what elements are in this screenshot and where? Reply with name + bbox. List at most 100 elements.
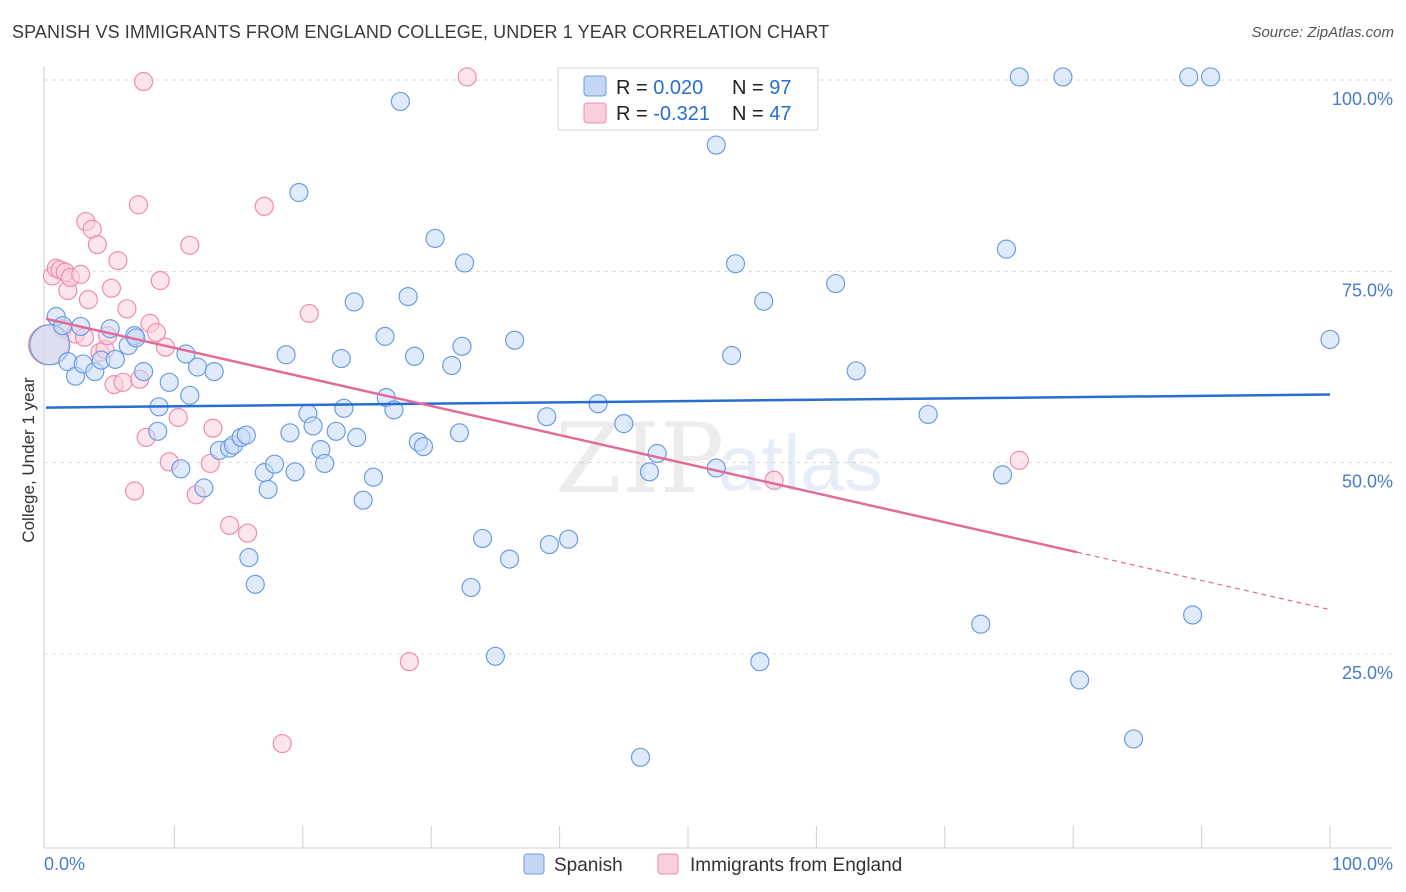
spanish-trend-line: [45, 393, 1331, 409]
england-point: [87, 234, 107, 255]
england-point: [71, 264, 91, 284]
spanish-point: [996, 239, 1017, 259]
england-point: [180, 235, 200, 255]
y-tick-labels: 25.0% 50.0% 75.0% 100.0%: [1332, 89, 1393, 683]
spanish-point: [537, 407, 557, 427]
spanish-point: [171, 459, 191, 479]
svg-text:N = 97: N = 97: [732, 77, 792, 99]
x-tick-label-max: 100.0%: [1332, 854, 1393, 874]
england-point: [78, 290, 98, 310]
spanish-point: [425, 228, 445, 249]
watermark-zip: ZIP: [555, 403, 724, 515]
england-point: [203, 418, 223, 438]
x-axis-ticks: [173, 826, 1331, 848]
spanish-point: [588, 394, 608, 414]
legend-n-label-spanish: N =: [732, 77, 769, 99]
england-point: [150, 270, 170, 291]
legend-n-label-england: N =: [732, 103, 769, 125]
spanish-point: [454, 253, 475, 273]
spanish-point: [285, 462, 305, 482]
spanish-point: [750, 652, 770, 672]
spanish-point: [353, 490, 373, 510]
england-point: [117, 299, 137, 319]
legend-box: R = 0.020 N = 97 R = -0.321 N = 47: [557, 67, 819, 131]
england-point: [108, 251, 128, 271]
spanish-point: [148, 421, 168, 441]
bottom-legend-england: Immigrants from England: [690, 855, 902, 876]
y-tick-label: 100.0%: [1332, 89, 1393, 109]
spanish-point: [725, 254, 746, 274]
spanish-point: [1179, 67, 1199, 87]
spanish-point: [363, 467, 384, 487]
legend-n-value-england: 47: [769, 103, 791, 125]
legend-r-label-spanish: R =: [616, 77, 653, 99]
spanish-point: [1053, 67, 1073, 87]
spanish-point: [826, 273, 846, 294]
x-tick-label-min: 0.0%: [44, 854, 85, 874]
spanish-point: [334, 398, 354, 418]
watermark-atlas: atlas: [718, 419, 883, 507]
spanish-point: [706, 135, 726, 155]
spanish-point: [992, 465, 1013, 485]
england-points: [27, 67, 1029, 754]
spanish-point: [384, 400, 404, 420]
england-trend-line-extension: [1076, 551, 1331, 611]
spanish-point: [971, 614, 991, 634]
england-point: [764, 470, 784, 490]
spanish-point: [1070, 670, 1090, 690]
spanish-point: [187, 357, 208, 377]
england-point: [220, 515, 240, 536]
spanish-point: [449, 423, 470, 443]
spanish-point: [180, 385, 200, 405]
svg-text:R = -0.321: R = -0.321: [616, 103, 710, 125]
spanish-point: [472, 528, 493, 549]
spanish-point: [846, 361, 866, 381]
spanish-point: [539, 534, 559, 555]
england-point: [1009, 450, 1029, 470]
spanish-point: [1123, 729, 1144, 749]
england-point: [254, 196, 274, 216]
spanish-point: [499, 549, 520, 569]
spanish-point: [331, 348, 351, 369]
spanish-point: [133, 361, 154, 382]
y-tick-label: 25.0%: [1342, 663, 1393, 683]
spanish-point: [461, 577, 481, 598]
legend-swatch-spanish: [583, 75, 607, 97]
spanish-point: [347, 427, 367, 448]
spanish-point: [442, 355, 462, 376]
spanish-point: [303, 416, 323, 436]
spanish-point: [236, 425, 256, 445]
england-point: [124, 481, 145, 501]
spanish-point: [558, 529, 579, 549]
england-point: [272, 733, 292, 754]
svg-text:N = 47: N = 47: [732, 103, 792, 125]
spanish-point: [722, 345, 742, 366]
england-point: [101, 278, 122, 298]
spanish-point: [239, 547, 259, 568]
spanish-point: [413, 436, 434, 457]
spanish-point: [452, 336, 472, 356]
spanish-point: [258, 479, 278, 500]
spanish-point: [1320, 329, 1340, 350]
legend-n-value-spanish: 97: [769, 77, 791, 99]
spanish-point: [1009, 67, 1029, 87]
spanish-point: [918, 404, 938, 425]
watermark: ZIP atlas: [555, 403, 883, 515]
spanish-points: [29, 67, 1340, 767]
england-point: [457, 67, 477, 87]
spanish-point: [245, 574, 265, 594]
spanish-point: [276, 345, 296, 365]
spanish-point: [289, 182, 309, 203]
england-point: [113, 372, 133, 392]
bottom-legend-swatch-england: [657, 853, 679, 875]
spanish-point: [1200, 67, 1221, 87]
spanish-point: [159, 372, 179, 392]
y-tick-label: 50.0%: [1342, 472, 1393, 492]
spanish-point: [344, 292, 364, 312]
spanish-point: [404, 346, 425, 366]
england-point: [146, 322, 167, 343]
spanish-point: [614, 414, 634, 434]
trend-lines: [45, 317, 1331, 611]
england-trend-line: [45, 317, 1078, 554]
